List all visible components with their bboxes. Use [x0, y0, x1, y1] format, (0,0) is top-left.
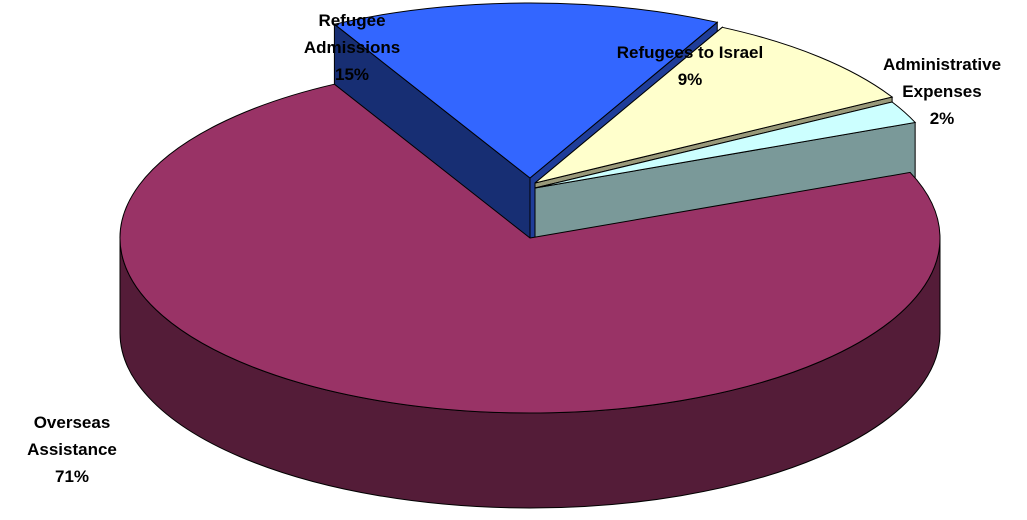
pie-value-label: 9%: [678, 70, 703, 89]
pie-slice-top: [119, 83, 941, 414]
pie-value-label: 71%: [55, 467, 89, 486]
pie-label-administrative-expenses: Administrative Expenses 2%: [883, 55, 1001, 128]
pie-label-text: Expenses: [902, 82, 981, 101]
pie-label-text: Refugee: [318, 11, 385, 30]
pie-slice-overseas-assistance: [119, 83, 941, 509]
pie-value-label: 2%: [930, 109, 955, 128]
pie-label-text: Assistance: [27, 440, 117, 459]
pie-label-text: Admissions: [304, 38, 400, 57]
pie-label-text: Refugees to Israel: [617, 43, 763, 62]
pie-label-refugees-to-israel: Refugees to Israel 9%: [617, 43, 763, 89]
pie-labels: Overseas Assistance 71% Refugee Admissions 15…: [27, 11, 1001, 486]
pie-slice-top: [333, 2, 719, 179]
pie-slices: [119, 2, 941, 509]
pie-slice-top: [534, 26, 894, 184]
pie-value-label: 15%: [335, 65, 369, 84]
pie-label-overseas-assistance: Overseas Assistance 71%: [27, 413, 117, 486]
pie-label-text: Overseas: [34, 413, 111, 432]
pie-label-refugee-admissions: Refugee Admissions 15%: [304, 11, 400, 84]
pie-slice-top: [534, 101, 917, 189]
pie-label-text: Administrative: [883, 55, 1001, 74]
